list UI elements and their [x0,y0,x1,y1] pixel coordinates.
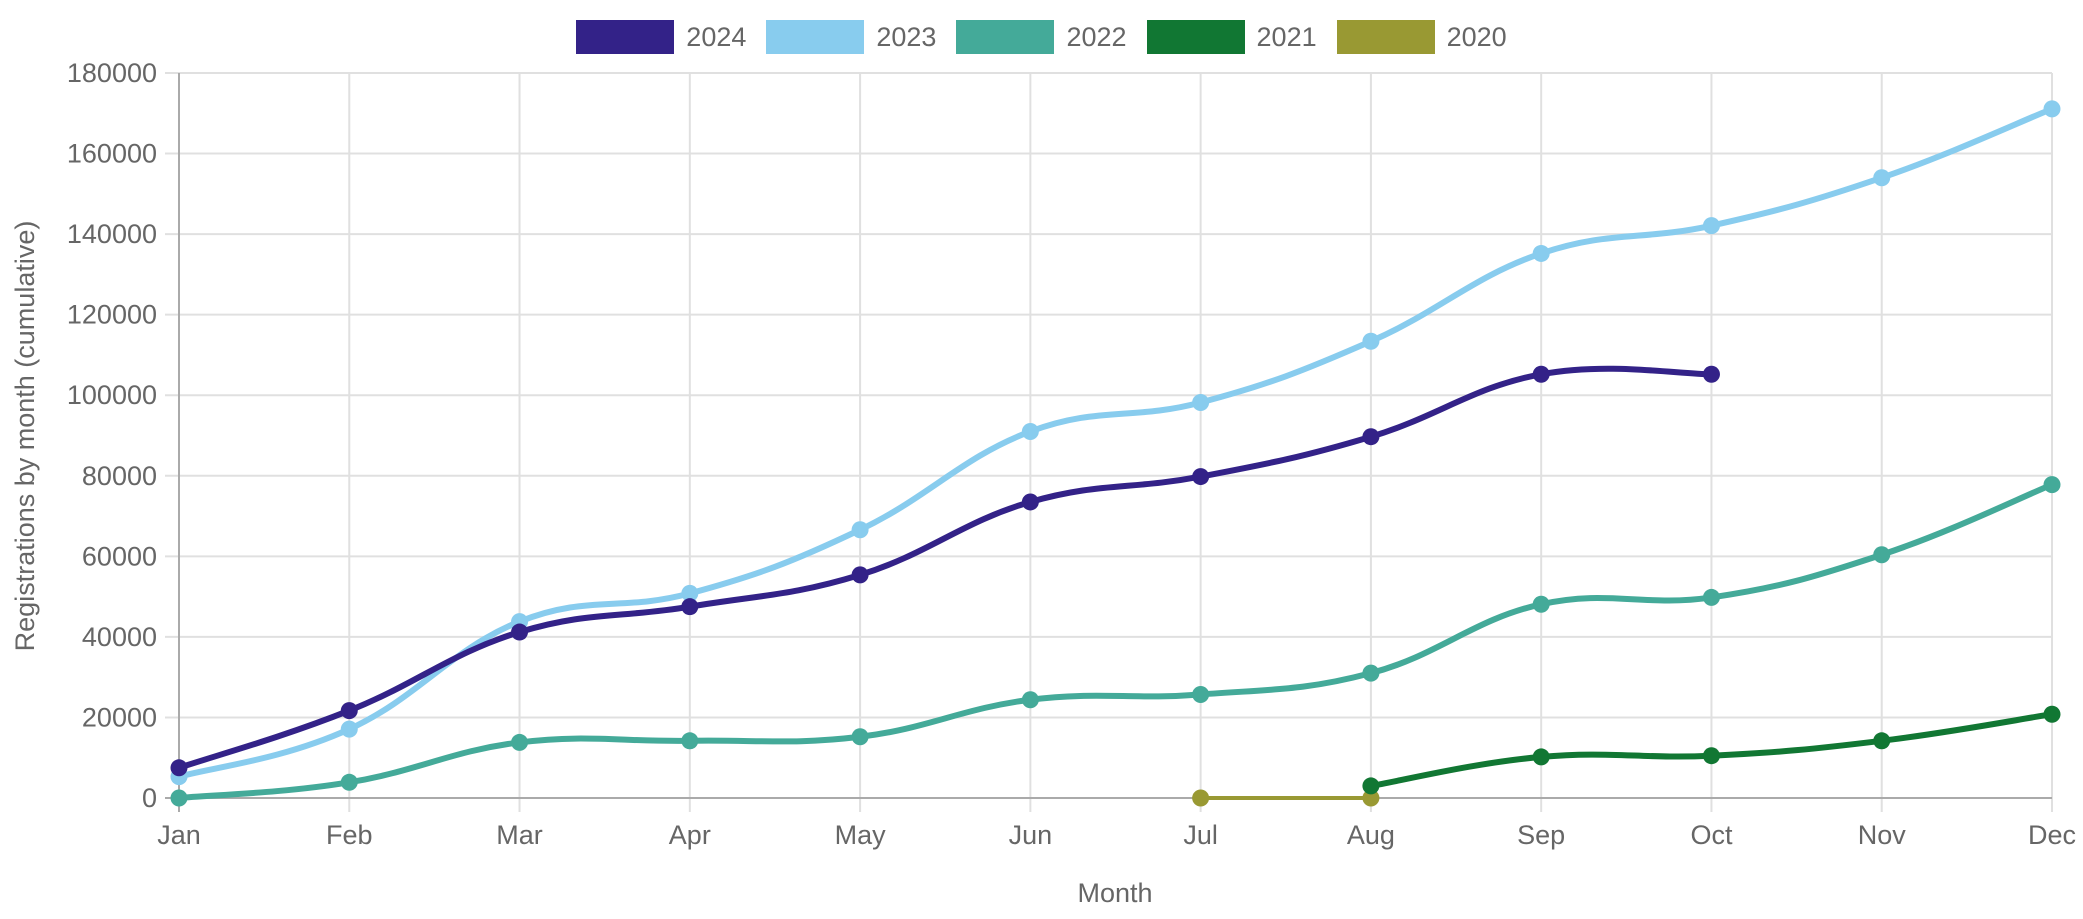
legend-item-2023[interactable]: 2023 [766,20,936,54]
data-point-2021-Nov[interactable] [1873,732,1891,750]
data-point-2023-Feb[interactable] [340,720,358,738]
data-point-2023-Sep[interactable] [1532,244,1550,262]
x-tick-label: Nov [1858,820,1907,850]
data-point-2024-Mar[interactable] [511,623,529,641]
x-tick-label: Feb [326,820,373,850]
data-point-2023-Dec[interactable] [2043,100,2061,118]
legend-swatch [766,20,865,54]
series-line-2023 [176,105,2055,780]
data-point-2020-Jul[interactable] [1192,789,1210,807]
x-tick-label: Mar [496,820,543,850]
legend-label: 2022 [1066,21,1127,52]
data-point-2023-Apr[interactable] [681,584,699,602]
x-tick-label: Oct [1690,820,1733,850]
series-2020 [1192,789,1380,807]
data-point-2024-Apr[interactable] [681,598,699,616]
series-2021 [1362,705,2061,795]
series-2022 [170,476,2061,807]
y-axis-label: Registrations by month (cumulative) [10,221,40,652]
data-point-2021-Oct[interactable] [1702,747,1720,765]
legend-swatch [576,20,675,54]
series-2024 [170,365,1720,777]
legend-item-2022[interactable]: 2022 [956,20,1127,54]
data-point-2022-Nov[interactable] [1873,546,1891,564]
y-tick-label: 100000 [67,380,157,410]
legend-swatch [1336,20,1435,54]
data-point-2022-Jul[interactable] [1192,685,1210,703]
data-point-2021-Sep[interactable] [1532,748,1550,766]
x-tick-labels: Jan Feb Mar Apr May Jun Jul Aug Sep Oct Nov Dec [157,820,2076,850]
x-tick-label: Dec [2028,820,2076,850]
data-point-2023-Jun[interactable] [1021,422,1039,440]
data-point-2022-Jun[interactable] [1021,691,1039,709]
y-tick-label: 40000 [82,622,157,652]
series-layer [170,100,2061,807]
data-point-2022-Feb[interactable] [340,773,358,791]
legend-item-2024[interactable]: 2024 [576,20,746,54]
y-tick-label: 80000 [82,461,157,491]
legend-label: 2024 [686,21,747,52]
data-point-2024-Jan[interactable] [170,759,188,777]
data-point-2023-Nov[interactable] [1873,169,1891,187]
series-line-2022 [176,481,2055,801]
data-point-2024-May[interactable] [851,566,869,584]
x-tick-label: Aug [1347,820,1395,850]
data-point-2022-May[interactable] [851,728,869,746]
data-point-2024-Oct[interactable] [1702,365,1720,383]
x-tick-label: Sep [1517,820,1565,850]
data-point-2024-Jun[interactable] [1021,493,1039,511]
data-point-2022-Sep[interactable] [1532,595,1550,613]
legend-item-2020[interactable]: 2020 [1336,20,1507,54]
data-point-2021-Dec[interactable] [2043,705,2061,723]
x-tick-label: May [835,820,887,850]
y-tick-label: 140000 [67,219,157,249]
data-point-2022-Apr[interactable] [681,732,699,750]
data-point-2021-Aug[interactable] [1362,777,1380,795]
data-point-2024-Jul[interactable] [1192,468,1210,486]
data-point-2023-Jul[interactable] [1192,393,1210,411]
data-point-2020-Aug[interactable] [1362,789,1380,807]
data-point-2023-Aug[interactable] [1362,332,1380,350]
legend-swatch [1146,20,1245,54]
data-point-2023-May[interactable] [851,521,869,539]
x-tick-label: Jan [157,820,201,850]
data-point-2022-Oct[interactable] [1702,588,1720,606]
y-tick-label: 20000 [82,702,157,732]
y-tick-label: 160000 [67,139,157,169]
data-point-2022-Jan[interactable] [170,789,188,807]
axes [165,73,2052,812]
legend-label: 2023 [876,21,937,52]
y-tick-label: 180000 [67,58,157,88]
legend-label: 2021 [1256,21,1317,52]
data-point-2022-Mar[interactable] [511,733,529,751]
x-tick-label: Jun [1009,820,1053,850]
y-tick-label: 60000 [82,541,157,571]
series-line-2024 [176,365,1715,771]
y-tick-label: 0 [142,783,157,813]
x-tick-label: Apr [669,820,711,850]
chart-legend: 2024 2023 2022 2021 2020 [0,17,2083,57]
legend-swatch [956,20,1055,54]
data-point-2024-Sep[interactable] [1532,365,1550,383]
grid-lines [165,72,2053,812]
legend-item-2021[interactable]: 2021 [1146,20,1317,54]
legend-label: 2020 [1446,21,1507,52]
data-point-2022-Dec[interactable] [2043,476,2061,494]
series-2023 [170,100,2061,786]
x-axis-label: Month [1077,878,1152,908]
y-tick-labels: 0 20000 40000 60000 80000 100000 120000 140000 1… [67,58,157,813]
x-tick-label: Jul [1183,820,1218,850]
data-point-2024-Aug[interactable] [1362,428,1380,446]
data-point-2022-Aug[interactable] [1362,664,1380,682]
y-tick-label: 120000 [67,300,157,330]
data-point-2023-Oct[interactable] [1702,217,1720,235]
data-point-2024-Feb[interactable] [340,702,358,720]
